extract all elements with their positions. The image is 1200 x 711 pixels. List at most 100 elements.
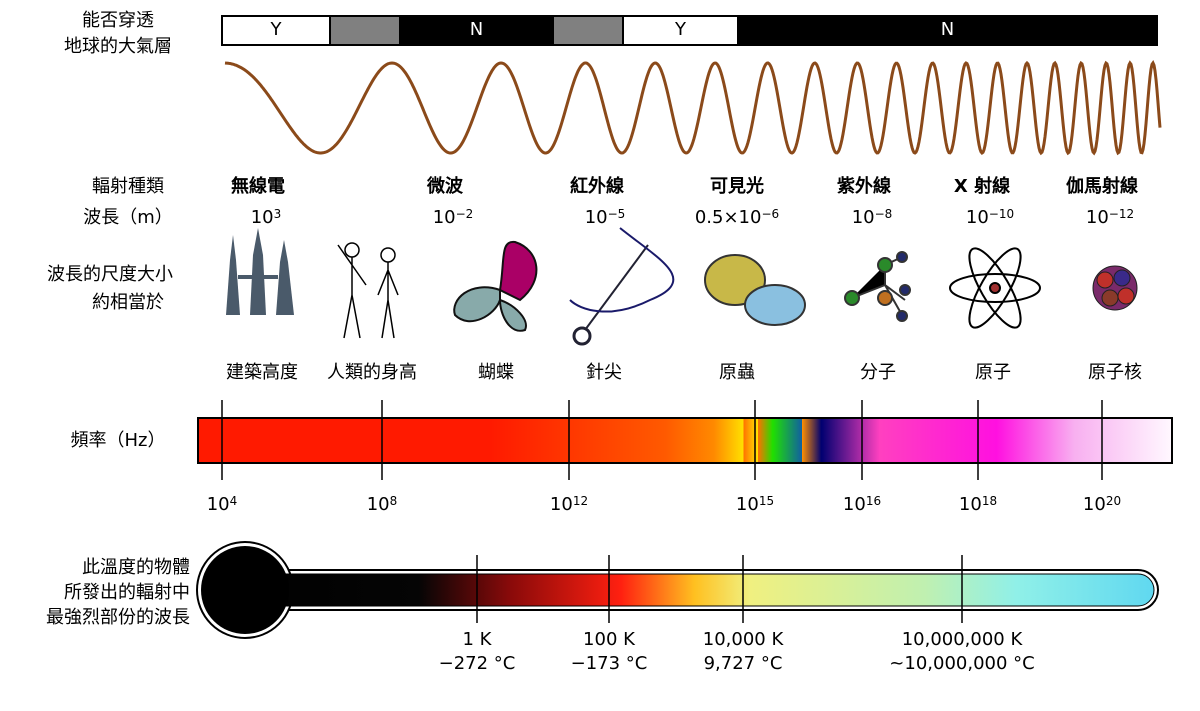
molecule-icon	[844, 251, 911, 322]
wavelength-exponent: −2	[455, 207, 474, 221]
wave-line	[224, 60, 1162, 156]
temperature-tick-lines	[476, 555, 963, 623]
frequency-exponent: 12	[572, 494, 589, 508]
scale-label: 原子核	[1088, 362, 1142, 383]
wavelength-base: 10	[584, 207, 608, 228]
wavelength-exponent: −6	[761, 207, 780, 221]
row-label-wavelength: 波長（m）	[83, 207, 173, 228]
scale-label: 分子	[860, 362, 896, 383]
wavelength-exponent: −10	[988, 207, 1015, 221]
temperature-kelvin: 100 K	[583, 629, 635, 650]
frequency-base: 10	[206, 494, 230, 515]
atmosphere-segment-yes	[622, 15, 739, 46]
towers-icon	[226, 228, 294, 315]
frequency-base: 10	[549, 494, 573, 515]
scale-label: 針尖	[586, 362, 622, 383]
thermometer	[196, 541, 1159, 639]
atmosphere-segment-yes	[221, 15, 331, 46]
atmosphere-segment-no	[737, 15, 1158, 46]
band-name: 微波	[427, 176, 463, 197]
band-name: X 射線	[953, 176, 1011, 197]
frequency-exponent: 16	[865, 494, 882, 508]
temperature-celsius: −272 °C	[438, 653, 516, 674]
frequency-tick-label: 1018	[959, 494, 997, 516]
nucleus-icon	[1092, 265, 1138, 311]
band-wavelength: 10−2	[433, 207, 474, 229]
frequency-base: 10	[958, 494, 982, 515]
band-wavelength: 10−5	[585, 207, 626, 229]
atmosphere-segment-label: Y	[675, 19, 686, 40]
atmosphere-segment-label: N	[940, 19, 955, 40]
atom-icon	[949, 247, 1041, 329]
atmosphere-segment-no	[399, 15, 554, 46]
band-wavelength: 0.5×10−6	[695, 207, 779, 229]
wavelength-base: 10	[851, 207, 875, 228]
frequency-base: 10	[366, 494, 390, 515]
atmosphere-label-1: 能否穿透	[82, 10, 154, 31]
atmosphere-bar	[221, 15, 1158, 46]
frequency-exponent: 4	[229, 494, 238, 508]
wavelength-base: 10	[250, 207, 274, 228]
frequency-tick-label: 1015	[736, 494, 774, 516]
band-wavelength: 103	[251, 207, 282, 229]
scale-label: 原子	[975, 362, 1011, 383]
band-name: 伽馬射線	[1066, 176, 1138, 197]
atmosphere-label-2: 地球的大氣層	[64, 36, 172, 57]
row-label-type: 輻射種類	[92, 176, 164, 197]
wavelength-base: 10	[1085, 207, 1109, 228]
atmosphere-segment-partial	[329, 15, 401, 46]
atmosphere-segment-label: N	[469, 19, 484, 40]
wavelength-exponent: −12	[1108, 207, 1135, 221]
wavelength-base: 10	[965, 207, 989, 228]
row-label-temp-3: 最強烈部份的波長	[46, 607, 190, 628]
atmosphere-segment-partial	[552, 15, 624, 46]
atmosphere-segment-label: Y	[270, 19, 282, 40]
temperature-celsius: −173 °C	[570, 653, 648, 674]
wavelength-exponent: −8	[874, 207, 893, 221]
band-wavelength: 10−12	[1086, 207, 1134, 229]
humans-icon	[337, 242, 399, 339]
row-label-temp-1: 此溫度的物體	[82, 557, 190, 578]
frequency-exponent: 8	[389, 494, 398, 508]
temperature-celsius: ~10,000,000 °C	[889, 653, 1035, 674]
scale-label: 建築高度	[226, 362, 298, 383]
butterfly-icon	[453, 240, 538, 332]
frequency-base: 10	[1082, 494, 1106, 515]
frequency-tick-label: 1016	[843, 494, 881, 516]
band-name: 紫外線	[837, 176, 891, 197]
band-name: 無線電	[231, 176, 285, 197]
frequency-bar	[197, 417, 1173, 464]
temperature-celsius: 9,727 °C	[703, 653, 783, 674]
frequency-tick-label: 108	[367, 494, 398, 516]
frequency-exponent: 15	[758, 494, 775, 508]
band-wavelength: 10−8	[852, 207, 893, 229]
row-label-scale-1: 波長的尺度大小	[47, 264, 173, 285]
temperature-kelvin: 10,000 K	[702, 629, 784, 650]
frequency-tick-label: 1012	[550, 494, 588, 516]
band-wavelength: 10−10	[966, 207, 1014, 229]
wavelength-base: 0.5×10	[694, 207, 762, 228]
frequency-base: 10	[735, 494, 759, 515]
wavelength-exponent: 3	[273, 207, 282, 221]
frequency-base: 10	[842, 494, 866, 515]
frequency-tick-label: 1020	[1083, 494, 1121, 516]
protozoa-icon	[704, 254, 806, 326]
frequency-tick-label: 104	[207, 494, 238, 516]
scale-label: 蝴蝶	[478, 362, 514, 383]
needle-icon	[569, 227, 675, 346]
row-label-temp-2: 所發出的輻射中	[64, 582, 190, 603]
wavelength-exponent: −5	[607, 207, 626, 221]
wavelength-base: 10	[432, 207, 456, 228]
temperature-kelvin: 10,000,000 K	[901, 629, 1023, 650]
temperature-kelvin: 1 K	[462, 629, 492, 650]
frequency-exponent: 18	[981, 494, 998, 508]
row-label-frequency: 頻率（Hz）	[70, 430, 166, 451]
row-label-scale-2: 約相當於	[92, 292, 164, 313]
band-name: 可見光	[710, 176, 764, 197]
frequency-exponent: 20	[1105, 494, 1122, 508]
frequency-tick-lines	[221, 400, 1103, 480]
scale-label: 人類的身高	[327, 362, 417, 383]
scale-label: 原蟲	[719, 362, 755, 383]
